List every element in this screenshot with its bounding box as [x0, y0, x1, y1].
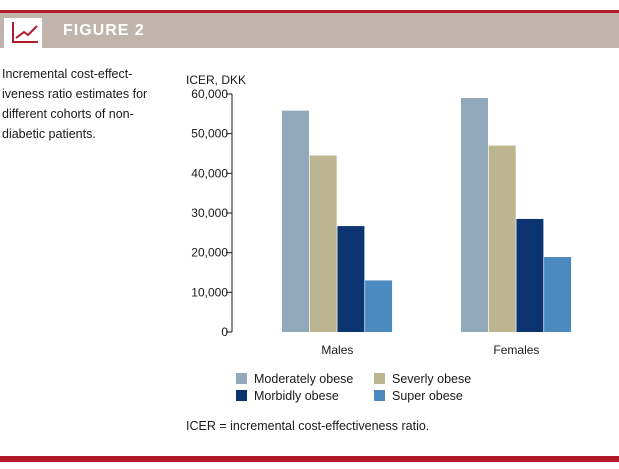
y-tick-label: 10,000 — [191, 285, 228, 299]
y-tick-label: 60,000 — [191, 87, 228, 101]
bar-males-severly-obese — [309, 155, 337, 332]
legend-item-super-obese: Super obese — [374, 389, 463, 403]
top-accent-rule — [0, 10, 619, 13]
y-tick-label: 0 — [221, 325, 228, 339]
bar-females-severly-obese — [488, 145, 516, 332]
bar-females-moderately-obese — [461, 97, 488, 332]
figure-header-band — [0, 13, 619, 48]
line-chart-icon — [4, 18, 42, 48]
y-tick-label: 40,000 — [191, 166, 228, 180]
legend-label-morbidly-obese: Morbidly obese — [254, 389, 339, 403]
bottom-accent-rule — [0, 456, 619, 462]
legend-item-morbidly-obese: Morbidly obese — [236, 389, 339, 403]
y-tick-label: 30,000 — [191, 206, 228, 220]
bar-males-super-obese — [365, 280, 393, 332]
legend-swatch-super-obese — [374, 390, 385, 401]
bar-females-super-obese — [544, 257, 572, 332]
figure-caption: Incremental cost-effect-iveness ratio es… — [2, 67, 148, 141]
legend-swatch-severly-obese — [374, 373, 385, 384]
x-axis: Males Females — [321, 343, 539, 357]
y-tick-label: 50,000 — [191, 127, 228, 141]
legend-label-super-obese: Super obese — [392, 389, 463, 403]
figure-label: FIGURE 2 — [63, 22, 145, 39]
legend-item-moderately-obese: Moderately obese — [236, 372, 353, 386]
legend-item-severly-obese: Severly obese — [374, 372, 471, 386]
line-chart-icon-trend — [15, 25, 38, 39]
bar-males-morbidly-obese — [337, 226, 365, 332]
legend-label-severly-obese: Severly obese — [392, 372, 472, 386]
figure-footnote: ICER = incremental cost-effectiveness ra… — [186, 419, 430, 433]
y-axis: 0 10,000 20,000 30,000 40,000 50,000 60,000 — [191, 87, 233, 339]
line-chart-icon-axes — [12, 22, 38, 43]
legend-label-moderately-obese: Moderately obese — [254, 372, 354, 386]
legend-swatch-moderately-obese — [236, 373, 247, 384]
bar-males-moderately-obese — [282, 110, 309, 332]
legend-swatch-morbidly-obese — [236, 390, 247, 401]
y-tick-label: 20,000 — [191, 246, 228, 260]
bars-group — [282, 97, 572, 332]
x-category-label-females: Females — [493, 343, 539, 357]
x-category-label-males: Males — [321, 343, 353, 357]
bar-females-morbidly-obese — [516, 218, 544, 332]
y-axis-title: ICER, DKK — [186, 73, 246, 87]
